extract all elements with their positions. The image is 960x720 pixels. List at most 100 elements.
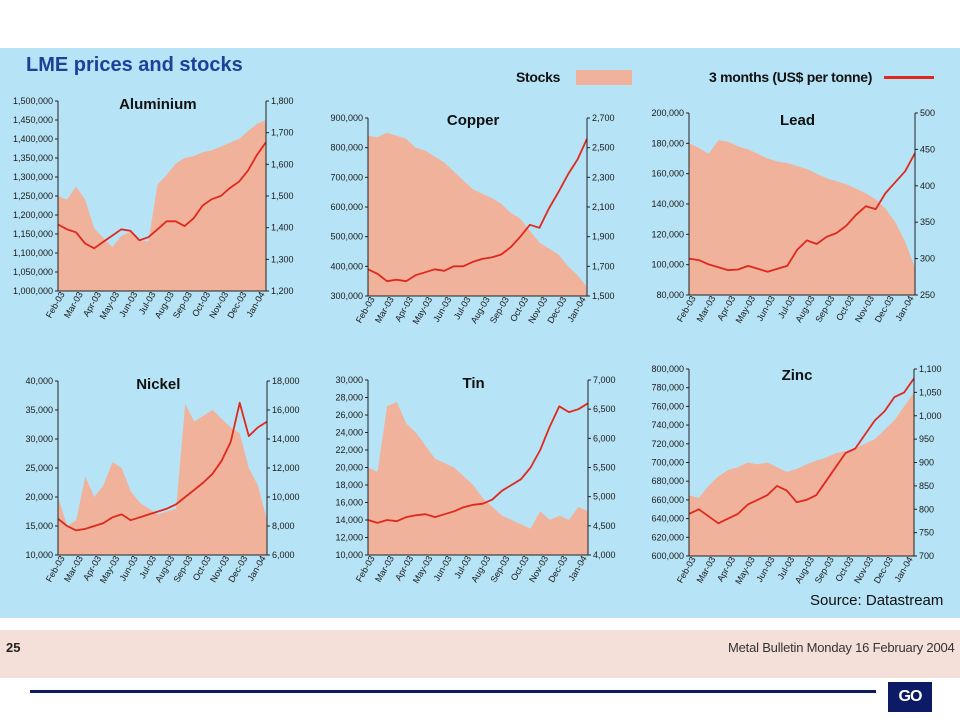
- left-tick-label: 1,450,000: [13, 115, 53, 125]
- x-tick-label: Jan-04: [565, 295, 587, 324]
- left-tick-label: 780,000: [651, 383, 684, 393]
- left-tick-label: 720,000: [651, 439, 684, 449]
- x-tick-label: Jun-03: [117, 290, 139, 319]
- left-tick-label: 28,000: [335, 393, 363, 403]
- logo: GO: [888, 682, 932, 712]
- left-tick-label: 600,000: [330, 202, 363, 212]
- right-tick-label: 7,000: [593, 375, 616, 385]
- right-tick-label: 500: [920, 108, 935, 118]
- right-tick-label: 450: [920, 144, 935, 154]
- left-tick-label: 1,050,000: [13, 267, 53, 277]
- legend-price-swatch: [884, 76, 934, 79]
- chart-title: Zinc: [782, 367, 813, 384]
- legend-stocks-swatch: [576, 70, 632, 85]
- right-tick-label: 750: [919, 528, 934, 538]
- right-tick-label: 2,700: [592, 113, 615, 123]
- x-tick-label: Jun-03: [431, 295, 453, 324]
- left-tick-label: 200,000: [651, 108, 684, 118]
- chart-copper: 300,000 400,000 500,000 600,000 700,000 800,0…: [330, 112, 614, 326]
- right-tick-label: 6,000: [272, 550, 295, 560]
- right-tick-label: 250: [920, 290, 935, 300]
- price-line: [688, 152, 916, 273]
- left-tick-label: 600,000: [651, 551, 684, 561]
- legend-stocks-label: Stocks: [516, 69, 561, 85]
- price-line: [57, 141, 267, 250]
- chart-title: Aluminium: [119, 96, 197, 113]
- right-tick-label: 300: [920, 254, 935, 264]
- right-tick-label: 1,700: [271, 128, 294, 138]
- left-tick-label: 140,000: [651, 199, 684, 209]
- footer-rule: [30, 690, 876, 693]
- right-tick-label: 2,300: [592, 172, 615, 182]
- x-tick-label: Dec-03: [546, 554, 569, 584]
- right-tick-label: 1,300: [271, 254, 294, 264]
- chart-title: Lead: [780, 112, 815, 129]
- x-tick-label: Jan-04: [245, 554, 267, 583]
- left-tick-label: 900,000: [330, 113, 363, 123]
- x-tick-label: Dec-03: [545, 295, 568, 325]
- page-title: LME prices and stocks: [26, 54, 243, 76]
- x-tick-label: May-03: [733, 555, 757, 586]
- left-tick-label: 1,350,000: [13, 153, 53, 163]
- chart-title: Tin: [462, 375, 484, 392]
- left-tick-label: 18,000: [335, 480, 363, 490]
- left-tick-label: 620,000: [651, 532, 684, 542]
- left-tick-label: 700,000: [651, 458, 684, 468]
- left-tick-label: 120,000: [651, 229, 684, 239]
- price-line: [367, 402, 589, 524]
- right-tick-label: 1,900: [592, 232, 615, 242]
- right-tick-label: 1,100: [919, 364, 942, 374]
- right-tick-label: 1,500: [592, 291, 615, 301]
- chart-lead: 80,000 100,000 120,000 140,000 160,000 180,00…: [651, 108, 935, 325]
- x-tick-label: Mar-03: [373, 295, 396, 325]
- price-line: [57, 401, 268, 532]
- stocks-area: [368, 401, 588, 555]
- right-tick-label: 1,050: [919, 387, 942, 397]
- left-tick-label: 680,000: [651, 476, 684, 486]
- left-tick-label: 660,000: [651, 495, 684, 505]
- legend-price-label: 3 months (US$ per tonne): [709, 69, 873, 85]
- x-tick-label: Sep-03: [488, 554, 511, 584]
- price-line: [367, 138, 588, 283]
- left-tick-label: 640,000: [651, 514, 684, 524]
- right-tick-label: 950: [919, 434, 934, 444]
- right-tick-label: 1,600: [271, 159, 294, 169]
- left-tick-label: 1,150,000: [13, 229, 53, 239]
- left-tick-label: 20,000: [25, 492, 53, 502]
- left-tick-label: 35,000: [25, 405, 53, 415]
- left-tick-label: 25,000: [25, 463, 53, 473]
- left-tick-label: 800,000: [330, 143, 363, 153]
- right-tick-label: 1,000: [919, 411, 942, 421]
- price-line: [688, 377, 915, 525]
- left-tick-label: 24,000: [335, 428, 363, 438]
- left-tick-label: 20,000: [335, 463, 363, 473]
- stocks-area: [689, 140, 915, 295]
- x-tick-label: Jan-04: [244, 290, 266, 319]
- page-number: 25: [6, 640, 21, 655]
- left-tick-label: 760,000: [651, 401, 684, 411]
- right-tick-label: 1,400: [271, 223, 294, 233]
- x-tick-label: Jan-04: [893, 294, 915, 323]
- right-tick-label: 5,500: [593, 463, 616, 473]
- stocks-area: [368, 132, 587, 296]
- stocks-area: [58, 120, 266, 291]
- left-tick-label: 30,000: [25, 434, 53, 444]
- x-tick-label: Jun-03: [754, 555, 776, 584]
- footer-band: [0, 630, 960, 678]
- right-tick-label: 6,500: [593, 404, 616, 414]
- x-tick-label: Mar-03: [373, 554, 396, 584]
- right-tick-label: 14,000: [272, 434, 300, 444]
- left-tick-label: 15,000: [25, 521, 53, 531]
- left-tick-label: 1,400,000: [13, 134, 53, 144]
- right-tick-label: 10,000: [272, 492, 300, 502]
- right-tick-label: 4,500: [593, 521, 616, 531]
- left-tick-label: 100,000: [651, 260, 684, 270]
- x-tick-label: Jun-03: [755, 294, 777, 323]
- left-tick-label: 1,500,000: [13, 96, 53, 106]
- x-tick-label: May-03: [734, 294, 758, 325]
- right-tick-label: 6,000: [593, 433, 616, 443]
- left-tick-label: 40,000: [25, 376, 53, 386]
- left-tick-label: 26,000: [335, 410, 363, 420]
- left-tick-label: 16,000: [335, 498, 363, 508]
